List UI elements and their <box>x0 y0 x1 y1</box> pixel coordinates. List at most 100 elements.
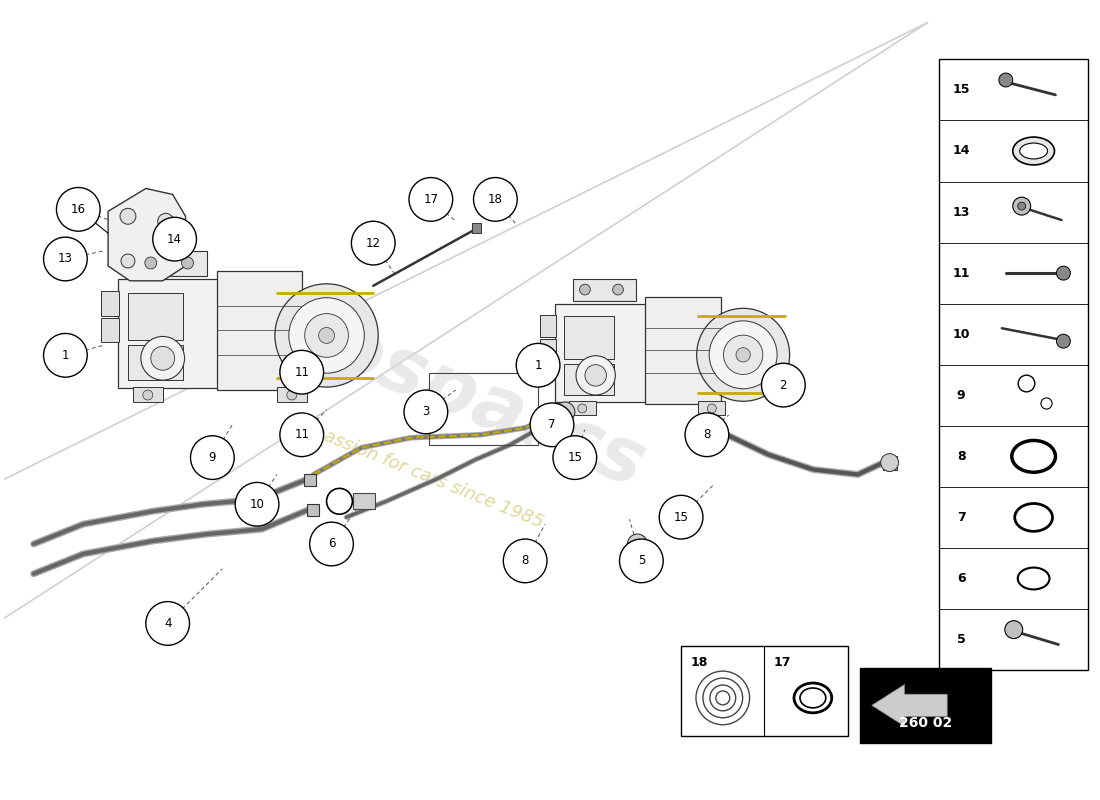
Circle shape <box>1056 334 1070 348</box>
Circle shape <box>319 327 334 343</box>
Text: 13: 13 <box>58 253 73 266</box>
Circle shape <box>289 298 364 373</box>
Bar <box>681 646 848 736</box>
Bar <box>353 494 375 510</box>
Ellipse shape <box>800 688 826 708</box>
Text: 18: 18 <box>488 193 503 206</box>
Text: 6: 6 <box>328 538 336 550</box>
Circle shape <box>146 602 189 646</box>
Circle shape <box>351 222 395 265</box>
Circle shape <box>121 254 135 268</box>
Circle shape <box>1013 197 1031 215</box>
Bar <box>569 402 596 414</box>
Text: 8: 8 <box>957 450 966 463</box>
Bar <box>540 338 557 361</box>
Circle shape <box>409 178 453 222</box>
Text: 14: 14 <box>953 145 970 158</box>
Text: 8: 8 <box>703 428 711 442</box>
Circle shape <box>182 257 194 269</box>
Circle shape <box>627 534 647 554</box>
Polygon shape <box>108 189 186 281</box>
Text: 15: 15 <box>673 510 689 524</box>
Text: 4: 4 <box>164 617 172 630</box>
Circle shape <box>44 334 87 377</box>
Bar <box>698 402 725 414</box>
Bar <box>101 290 119 315</box>
Circle shape <box>473 178 517 222</box>
Circle shape <box>190 436 234 479</box>
Circle shape <box>556 402 575 422</box>
Circle shape <box>710 321 777 389</box>
Text: 6: 6 <box>957 572 966 585</box>
Circle shape <box>619 539 663 582</box>
Text: 17: 17 <box>773 656 791 669</box>
Text: 9: 9 <box>957 389 966 402</box>
Circle shape <box>530 403 574 446</box>
Text: 1: 1 <box>62 349 69 362</box>
Bar <box>556 304 658 402</box>
Circle shape <box>279 350 323 394</box>
Circle shape <box>504 539 547 582</box>
Bar <box>645 297 720 404</box>
Text: a passion for cars since 1985: a passion for cars since 1985 <box>296 417 547 532</box>
Circle shape <box>145 257 157 269</box>
Circle shape <box>881 454 899 471</box>
Circle shape <box>310 522 353 566</box>
Bar <box>304 474 316 486</box>
Bar <box>472 223 482 233</box>
Text: 11: 11 <box>294 428 309 442</box>
Text: 11: 11 <box>294 366 309 378</box>
Circle shape <box>44 237 87 281</box>
Circle shape <box>659 495 703 539</box>
Circle shape <box>576 356 615 395</box>
Circle shape <box>685 413 728 457</box>
Circle shape <box>1056 266 1070 280</box>
Circle shape <box>56 187 100 231</box>
Text: 18: 18 <box>691 656 707 669</box>
Bar <box>128 293 183 341</box>
Text: 16: 16 <box>70 203 86 216</box>
Text: 10: 10 <box>953 328 970 341</box>
Text: 5: 5 <box>638 554 645 567</box>
Bar <box>429 373 538 445</box>
Circle shape <box>580 284 591 295</box>
Text: 12: 12 <box>365 237 381 250</box>
Text: 13: 13 <box>953 206 970 218</box>
Text: 15: 15 <box>568 451 582 464</box>
Circle shape <box>999 73 1013 87</box>
Bar <box>939 59 1088 670</box>
Bar <box>118 279 232 388</box>
Bar <box>128 346 183 380</box>
Circle shape <box>151 346 175 370</box>
Circle shape <box>287 390 297 400</box>
Ellipse shape <box>1020 143 1047 159</box>
Circle shape <box>157 214 174 229</box>
Circle shape <box>736 348 750 362</box>
Circle shape <box>279 413 323 457</box>
Bar <box>860 668 991 742</box>
Circle shape <box>578 404 586 413</box>
Bar <box>133 387 163 402</box>
Circle shape <box>707 404 716 413</box>
Circle shape <box>305 314 349 358</box>
Bar <box>573 279 636 301</box>
Circle shape <box>404 390 448 434</box>
Bar <box>564 316 614 359</box>
Text: 7: 7 <box>957 511 966 524</box>
Circle shape <box>1018 202 1025 210</box>
Circle shape <box>696 308 790 402</box>
Circle shape <box>327 488 352 514</box>
Polygon shape <box>871 685 947 726</box>
Text: 10: 10 <box>250 498 264 510</box>
Bar <box>307 504 319 516</box>
Circle shape <box>120 208 136 224</box>
Circle shape <box>143 390 153 400</box>
Text: 17: 17 <box>424 193 438 206</box>
Text: 3: 3 <box>422 406 430 418</box>
Bar <box>564 364 614 395</box>
Bar <box>882 456 896 470</box>
Bar <box>277 387 307 402</box>
Circle shape <box>1004 621 1023 638</box>
Circle shape <box>724 335 762 374</box>
Circle shape <box>153 218 197 261</box>
